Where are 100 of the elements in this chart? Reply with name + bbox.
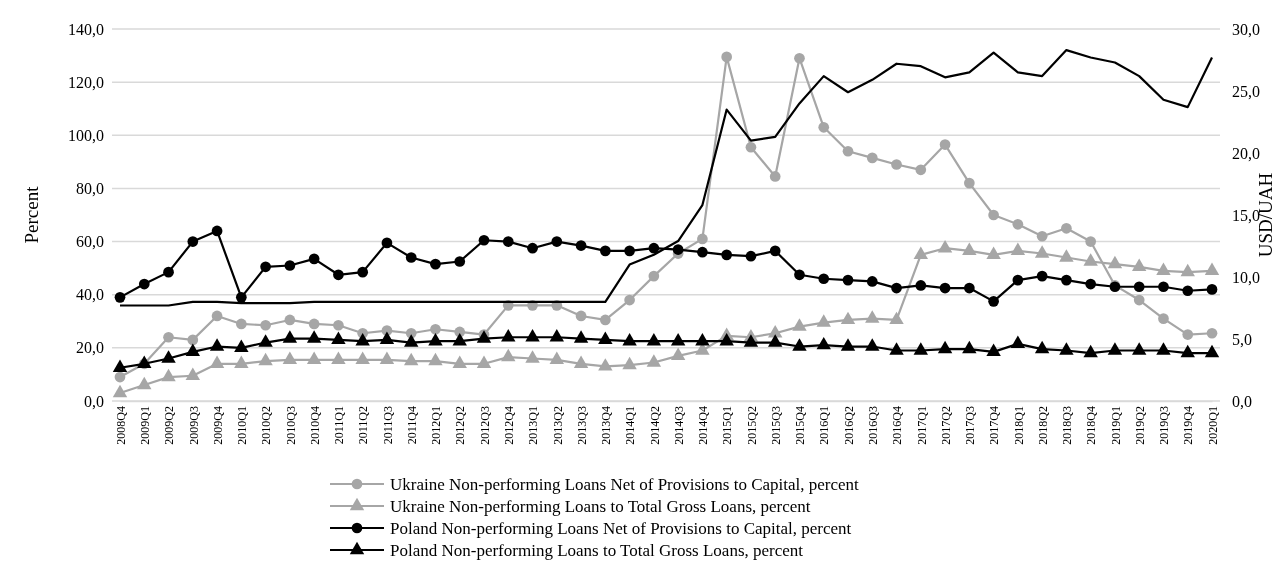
y-tick-label: 60,0 (76, 233, 104, 251)
x-tick-label: 2015Q4 (793, 406, 808, 445)
point (840, 338, 856, 351)
point (114, 292, 126, 303)
point (1204, 262, 1220, 275)
point (988, 296, 999, 307)
point (719, 332, 734, 346)
point (963, 282, 975, 294)
point (769, 245, 781, 257)
point (913, 342, 929, 355)
x-tick-label: 2019Q2 (1132, 406, 1147, 445)
point (1133, 281, 1145, 293)
x-tick-label: 2016Q4 (890, 406, 905, 445)
point (599, 245, 611, 257)
point (1180, 344, 1195, 358)
point (624, 294, 635, 306)
x-tick-label: 2009Q4 (210, 406, 225, 445)
point (260, 261, 271, 273)
point (403, 334, 419, 347)
point (792, 318, 807, 331)
point (187, 334, 199, 346)
point (355, 332, 370, 346)
x-tick-label: 2018Q2 (1035, 406, 1050, 445)
point (1180, 263, 1195, 277)
point (1083, 344, 1098, 358)
point (502, 236, 514, 247)
point (551, 236, 563, 247)
x-tick-label: 2017Q3 (963, 406, 978, 445)
point (670, 332, 686, 346)
point (866, 276, 878, 287)
x-tick-label: 2019Q4 (1181, 406, 1196, 445)
x-tick-label: 2010Q4 (307, 406, 322, 445)
point (306, 330, 322, 343)
x-tick-label: 2018Q3 (1060, 406, 1075, 445)
x-tick-label: 2015Q3 (768, 406, 783, 445)
point (112, 359, 128, 372)
point (430, 258, 441, 270)
x-tick-label: 2010Q3 (283, 406, 298, 445)
point (842, 145, 854, 157)
legend-label: Poland Non-performing Loans Net of Provisions to Capital, percent (390, 518, 852, 538)
point (865, 310, 880, 323)
point (476, 355, 492, 368)
point (840, 311, 856, 325)
x-tick-label: 2015Q1 (720, 406, 735, 445)
point (306, 351, 322, 364)
point (1158, 281, 1169, 293)
point (114, 371, 126, 383)
point (794, 52, 805, 64)
point (769, 171, 781, 182)
point (648, 242, 660, 254)
point (598, 331, 613, 345)
x-tick-label: 2011Q4 (404, 406, 419, 445)
point (1036, 270, 1048, 282)
point (672, 244, 684, 255)
point (1206, 327, 1218, 339)
x-tick-label: 2011Q2 (356, 406, 371, 445)
point (1036, 230, 1048, 242)
y2-tick-label: 15,0 (1232, 206, 1260, 224)
point (891, 282, 902, 294)
point (622, 356, 637, 370)
point (138, 278, 150, 290)
y2-tick-label: 5,0 (1232, 330, 1252, 348)
legend-label: Ukraine Non-performing Loans to Total Gross Loans, percent (390, 496, 811, 516)
point (792, 338, 807, 351)
point (1061, 274, 1072, 286)
point (403, 352, 419, 366)
x-tick-label: 2013Q2 (550, 406, 565, 445)
point (1083, 253, 1098, 266)
point (355, 351, 370, 364)
point (235, 318, 247, 330)
point (258, 334, 273, 347)
point (575, 310, 587, 322)
point (842, 274, 854, 286)
point (573, 330, 589, 343)
point (258, 352, 273, 366)
point (1034, 245, 1050, 258)
x-tick-label: 2014Q3 (671, 406, 686, 445)
x-tick-label: 2013Q1 (526, 406, 541, 445)
x-tick-label: 2014Q4 (696, 406, 711, 445)
point (818, 121, 830, 133)
x-tick-label: 2017Q4 (987, 406, 1002, 445)
point (1204, 344, 1220, 358)
point (381, 237, 393, 249)
point (331, 331, 346, 345)
point (670, 347, 686, 360)
point (767, 334, 783, 347)
point (1156, 342, 1171, 355)
point (478, 234, 490, 246)
point (986, 343, 1001, 356)
point (913, 246, 929, 260)
y-tick-label: 120,0 (68, 73, 104, 91)
point (622, 332, 637, 346)
point (379, 351, 395, 364)
point (112, 384, 128, 398)
x-tick-label: 2012Q4 (501, 406, 516, 445)
point (624, 245, 635, 257)
point (235, 292, 247, 303)
point (1131, 258, 1147, 271)
y-tick-label: 0,0 (84, 392, 104, 410)
x-tick-label: 2019Q3 (1157, 406, 1172, 445)
